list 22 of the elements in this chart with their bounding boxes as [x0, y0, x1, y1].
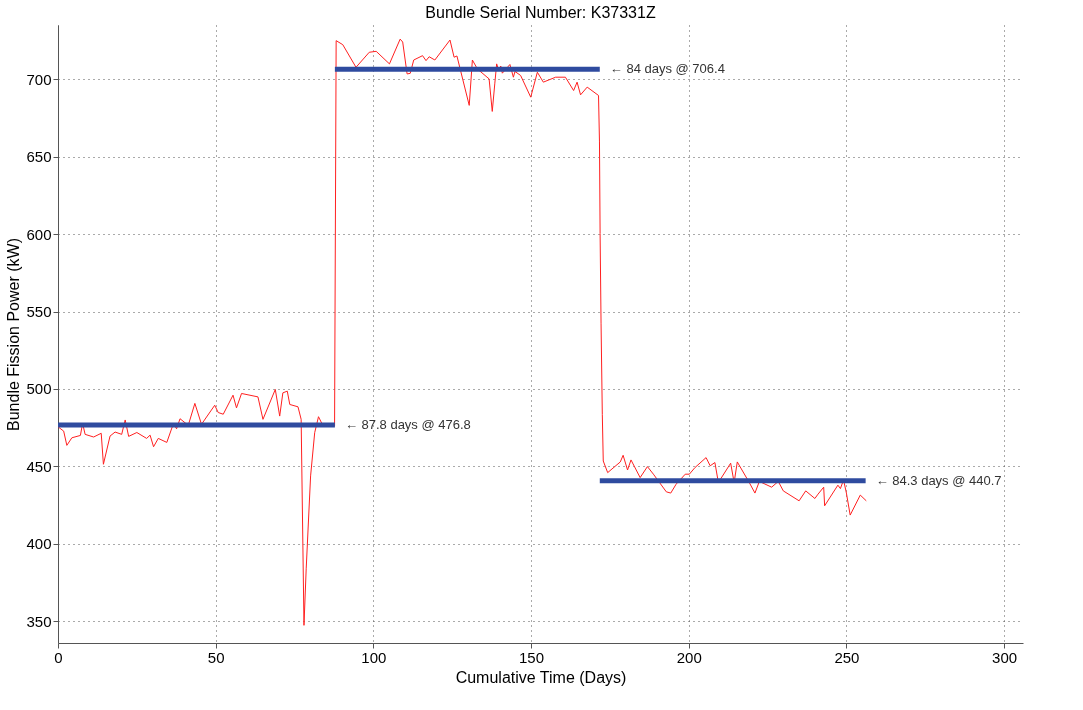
x-tick-label: 250 — [834, 648, 860, 666]
y-tick-label: 350 — [26, 612, 52, 630]
annotation: ← 87.8 days @ 476.8 — [344, 416, 471, 432]
x-tick-label: 50 — [207, 648, 225, 666]
x-tick-label: 150 — [519, 648, 545, 666]
y-tick-label: 450 — [26, 457, 52, 475]
y-tick-label: 400 — [26, 535, 52, 553]
annotation: ← 84 days @ 706.4 — [609, 61, 725, 77]
y-tick-label: 500 — [26, 380, 52, 398]
y-tick-label: 700 — [26, 70, 52, 88]
annotation: ← 84.3 days @ 440.7 — [875, 472, 1002, 488]
line-series — [57, 38, 867, 626]
x-tick-label: 300 — [992, 648, 1018, 666]
x-axis-title: Cumulative Time (Days) — [455, 668, 627, 686]
y-tick-label: 650 — [26, 148, 52, 166]
x-tick-label: 200 — [676, 648, 702, 666]
y-tick-label: 550 — [26, 303, 52, 321]
x-tick-label: 0 — [54, 648, 63, 666]
y-axis-title: Bundle Fission Power (kW) — [5, 238, 23, 431]
chart-title: Bundle Serial Number: K37331Z — [425, 4, 656, 21]
y-tick-label: 600 — [26, 225, 52, 243]
x-tick-label: 100 — [361, 648, 387, 666]
